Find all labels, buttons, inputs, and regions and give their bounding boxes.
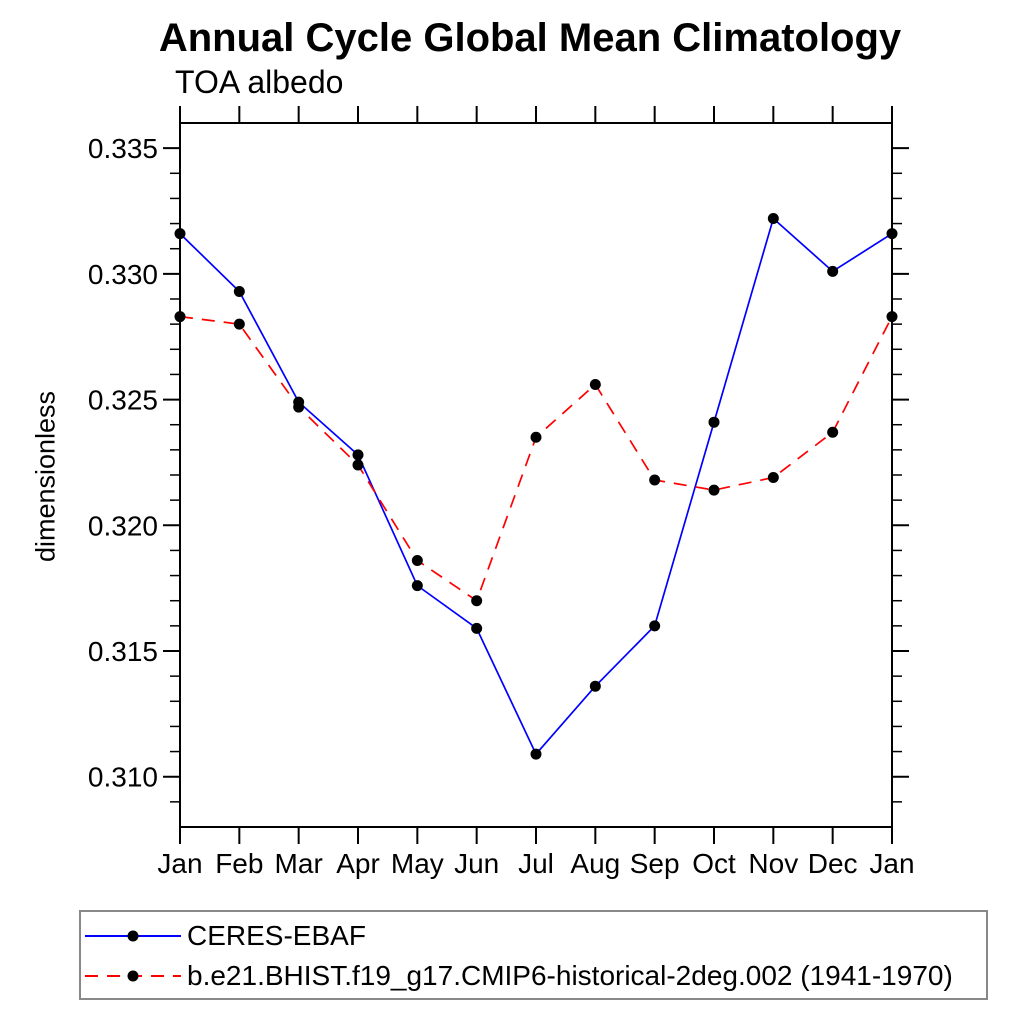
data-point [708,484,720,496]
series-line-ceres-ebaf [179,217,893,756]
x-tick-label-month: Jan [157,848,202,879]
x-tick-label-month: Dec [808,848,858,879]
y-tick-label: 0.330 [88,259,158,290]
data-point [233,285,245,297]
x-tick-label-month: Sep [630,848,680,879]
legend-marker-dot [127,970,139,982]
legend-sample-model-line [85,970,181,982]
series-line-model [179,315,893,603]
x-tick-label-month: May [391,848,444,879]
x-tick-label-month: Jun [454,848,499,879]
legend-item-ceres: CERES-EBAF [85,918,366,954]
x-tick-label-month: Mar [275,848,323,879]
data-point [411,580,423,592]
data-point-markers [174,213,898,760]
data-point [767,213,779,225]
x-tick-label-month: Nov [748,848,798,879]
axis-ticks [163,106,909,844]
data-point [827,426,839,438]
data-point [649,474,661,486]
legend-label-ceres: CERES-EBAF [187,920,366,951]
legend-sample-ceres-line [85,930,181,942]
legend-marker-dot [127,930,139,942]
legend-box: CERES-EBAF b.e21.BHIST.f19_g17.CMIP6-his… [79,910,988,1000]
chart-subtitle-variable: TOA albedo [175,64,344,100]
y-tick-label: 0.320 [88,510,158,541]
data-point [649,620,661,632]
data-point [589,680,601,692]
x-tick-label-month: Feb [215,848,263,879]
data-point [411,554,423,566]
data-point [708,416,720,428]
data-point [293,401,305,413]
data-point [767,472,779,484]
data-point [589,378,601,390]
legend-item-model: b.e21.BHIST.f19_g17.CMIP6-historical-2de… [85,958,953,994]
x-tick-label-month: Jul [518,848,554,879]
x-tick-label-month: Jan [869,848,914,879]
y-tick-label: 0.325 [88,385,158,416]
data-point [233,318,245,330]
x-tick-label-month: Aug [570,848,620,879]
data-point [471,595,483,607]
x-tick-label-month: Oct [692,848,736,879]
axis-tick-labels: 0.310 0.315 0.320 0.325 0.330 0.335 Jan Feb Mar A… [88,133,915,879]
plot-border [179,122,893,828]
chart-title: Annual Cycle Global Mean Climatology [158,16,902,60]
legend-label-model: b.e21.BHIST.f19_g17.CMIP6-historical-2de… [187,960,953,991]
data-point [471,622,483,634]
y-tick-label: 0.310 [88,762,158,793]
y-tick-label: 0.315 [88,636,158,667]
data-point [827,265,839,277]
data-point [530,431,542,443]
x-tick-label-month: Apr [336,848,380,879]
data-point [352,449,364,461]
series-lines [179,217,893,756]
data-point [352,459,364,471]
data-point [530,748,542,760]
y-tick-label: 0.335 [88,133,158,164]
